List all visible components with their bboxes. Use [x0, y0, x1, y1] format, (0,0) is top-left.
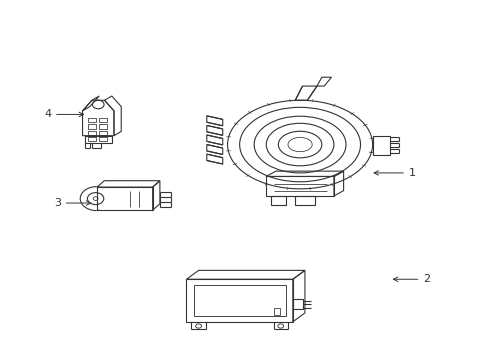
- Bar: [99, 137, 106, 141]
- Bar: [88, 118, 96, 122]
- Bar: [99, 118, 106, 122]
- Bar: [372, 136, 389, 155]
- Bar: [295, 196, 314, 205]
- Text: 2: 2: [392, 274, 429, 284]
- Bar: [88, 137, 96, 141]
- Bar: [99, 124, 106, 129]
- Bar: [88, 124, 96, 129]
- Bar: [273, 307, 279, 315]
- Text: 1: 1: [373, 168, 415, 178]
- Bar: [97, 187, 152, 210]
- Text: 4: 4: [44, 109, 83, 120]
- Bar: [99, 131, 106, 135]
- Bar: [270, 196, 285, 205]
- Bar: [186, 279, 292, 322]
- Bar: [265, 176, 333, 196]
- Bar: [85, 136, 111, 144]
- Bar: [193, 284, 285, 316]
- Bar: [88, 131, 96, 135]
- Text: 3: 3: [54, 198, 91, 208]
- Bar: [292, 299, 303, 309]
